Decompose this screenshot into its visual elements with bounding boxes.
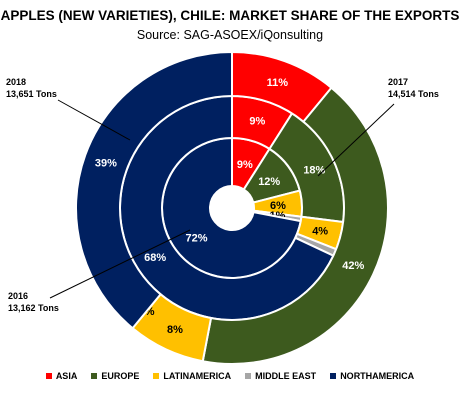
callout-2016-total: 13,162 Tons — [8, 303, 59, 313]
data-label-2017-asia: 9% — [249, 116, 265, 128]
legend-label: ASIA — [55, 371, 78, 381]
legend-swatch — [245, 373, 252, 379]
callout-2016-year: 2016 — [8, 291, 29, 301]
legend-swatch — [330, 373, 337, 379]
data-label-2017-latinamerica: 4% — [312, 226, 328, 238]
legend-swatch — [91, 373, 98, 379]
callout-2017-total: 14,514 Tons — [388, 89, 439, 99]
leader-line-2018 — [57, 99, 131, 141]
callout-2017: 2017 14,514 Tons — [388, 76, 439, 100]
legend: ASIA EUROPE LATINAMERICA MIDDLE EAST NOR… — [0, 371, 460, 381]
data-label-2016-asia: 9% — [237, 159, 253, 171]
data-label-2016-europe: 12% — [258, 176, 280, 188]
legend-label: LATINAMERICA — [163, 371, 232, 381]
legend-item-northamerica: NORTHAMERICA — [330, 371, 414, 381]
legend-item-latinamerica: LATINAMERICA — [153, 371, 231, 381]
legend-item-europe: EUROPE — [91, 371, 139, 381]
data-label-2016-latinamerica: 6% — [270, 200, 286, 212]
legend-label: NORTHAMERICA — [340, 371, 415, 381]
leader-line-2017 — [317, 103, 395, 177]
callout-2018-total: 13,651 Tons — [6, 89, 57, 99]
callout-2018-year: 2018 — [6, 77, 27, 87]
chart-subtitle: Source: SAG-ASOEX/iQonsulting — [136, 28, 324, 42]
data-label-2018-latinamerica: 8% — [167, 324, 183, 336]
data-label-2016-northamerica: 72% — [186, 232, 208, 244]
legend-item-asia: ASIA — [45, 371, 78, 381]
data-label-2018-europe: 42% — [342, 260, 364, 272]
legend-item-middle-east: MIDDLE EAST — [245, 371, 316, 381]
data-label-2017-northamerica: 68% — [144, 252, 166, 264]
callout-2016: 2016 13,162 Tons — [8, 290, 59, 314]
chart-title: APPLES (NEW VARIETIES), CHILE: MARKET SH… — [0, 8, 460, 23]
data-label-2018-asia: 11% — [267, 77, 289, 89]
leader-line-2016 — [49, 229, 191, 299]
legend-label: EUROPE — [101, 371, 140, 381]
data-label-2017-europe: 18% — [303, 164, 325, 176]
callout-2018: 2018 13,651 Tons — [6, 76, 57, 100]
data-label-2018-northamerica: 39% — [95, 158, 117, 170]
legend-swatch — [153, 373, 160, 379]
slice-2018-northamerica — [75, 50, 233, 330]
legend-swatch — [45, 373, 52, 379]
slice-2018-europe — [201, 86, 389, 365]
legend-label: MIDDLE EAST — [255, 371, 317, 381]
callout-2017-year: 2017 — [388, 77, 409, 87]
